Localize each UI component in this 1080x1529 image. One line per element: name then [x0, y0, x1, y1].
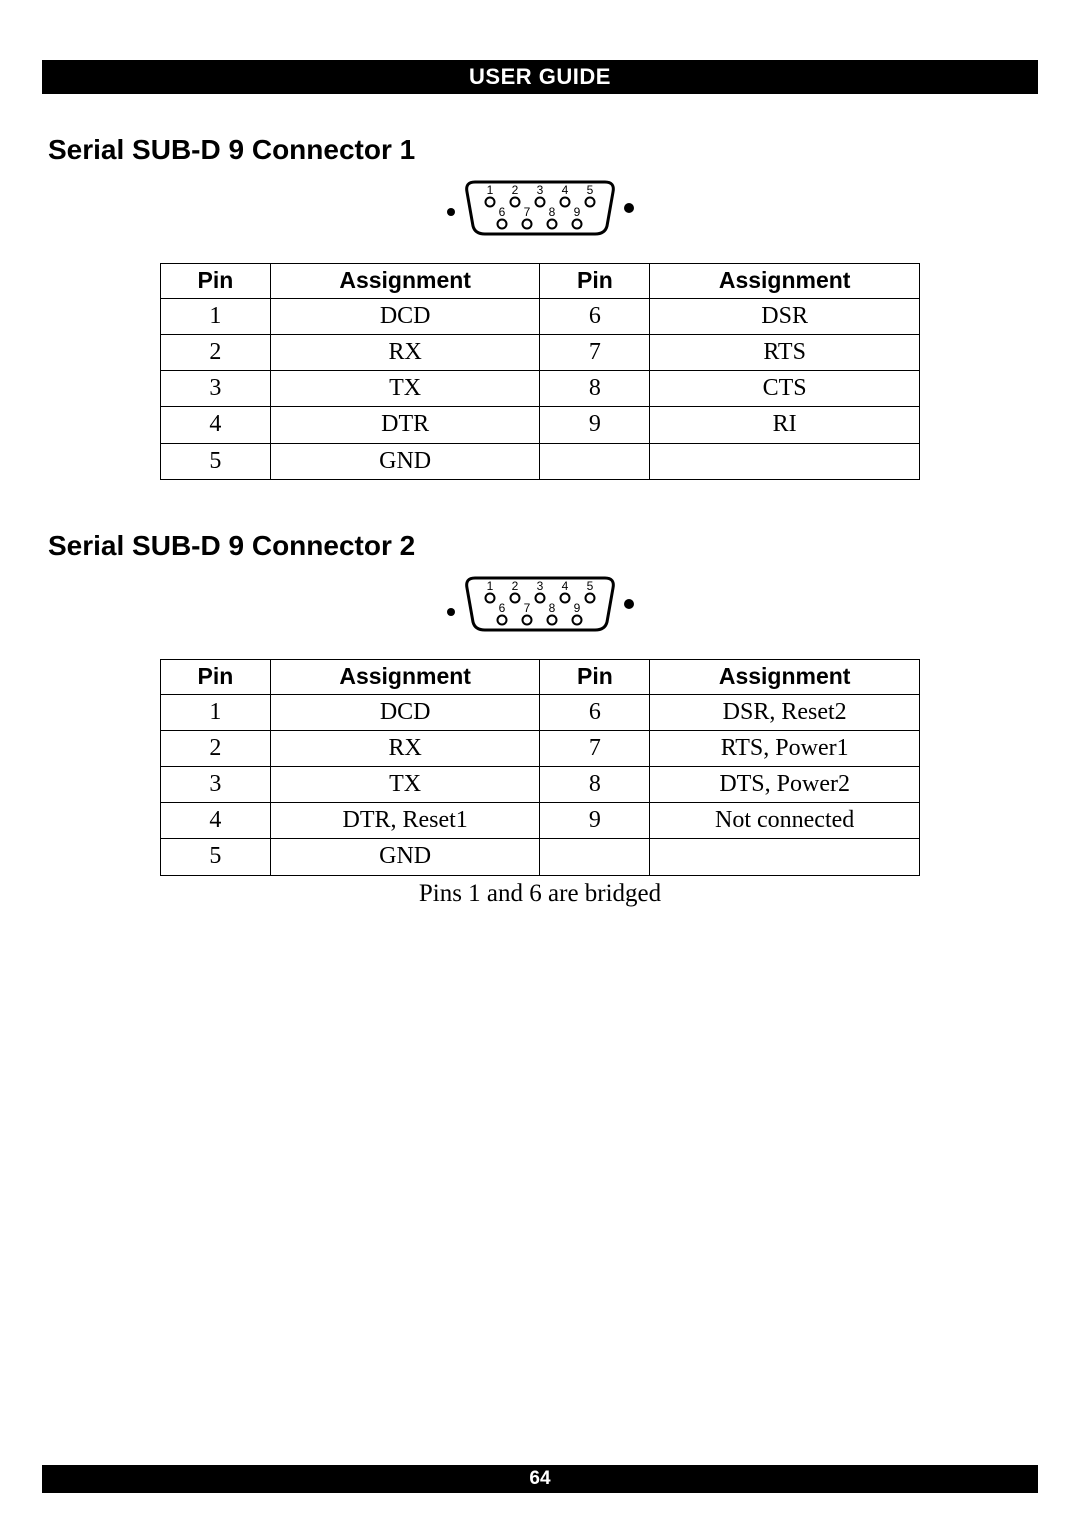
- cell: 9: [540, 407, 650, 443]
- table-row: 2 RX 7 RTS: [161, 335, 920, 371]
- cell: 6: [540, 694, 650, 730]
- cell: 1: [161, 694, 271, 730]
- cell: 3: [161, 767, 271, 803]
- table-row: 4 DTR 9 RI: [161, 407, 920, 443]
- cell: DSR, Reset2: [650, 694, 920, 730]
- th-assignment: Assignment: [650, 264, 920, 299]
- table-row: 2 RX 7 RTS, Power1: [161, 730, 920, 766]
- svg-text:9: 9: [574, 205, 581, 219]
- cell: 8: [540, 767, 650, 803]
- svg-text:6: 6: [499, 601, 506, 615]
- svg-text:5: 5: [587, 183, 594, 197]
- table-row: 4 DTR, Reset1 9 Not connected: [161, 803, 920, 839]
- svg-text:7: 7: [524, 205, 531, 219]
- cell: TX: [270, 767, 540, 803]
- cell: Not connected: [650, 803, 920, 839]
- table-header-row: Pin Assignment Pin Assignment: [161, 264, 920, 299]
- table-row: 5 GND: [161, 839, 920, 875]
- cell: DTR: [270, 407, 540, 443]
- header-bar: USER GUIDE: [42, 60, 1038, 94]
- svg-text:1: 1: [487, 183, 494, 197]
- page-number: 64: [529, 1468, 550, 1489]
- db9-connector-icon: 1 2 3 4 5 6 7 8 9: [435, 568, 645, 638]
- svg-text:4: 4: [562, 183, 569, 197]
- cell: 4: [161, 803, 271, 839]
- cell: 2: [161, 335, 271, 371]
- connector-diagram-2: 1 2 3 4 5 6 7 8 9: [42, 568, 1038, 643]
- th-pin: Pin: [161, 264, 271, 299]
- th-pin: Pin: [540, 659, 650, 694]
- cell: TX: [270, 371, 540, 407]
- connector1-table: Pin Assignment Pin Assignment 1 DCD 6 DS…: [160, 263, 920, 480]
- cell: 5: [161, 839, 271, 875]
- svg-text:7: 7: [524, 601, 531, 615]
- table-row: 3 TX 8 CTS: [161, 371, 920, 407]
- table-row: 1 DCD 6 DSR, Reset2: [161, 694, 920, 730]
- cell: DSR: [650, 298, 920, 334]
- table-row: 3 TX 8 DTS, Power2: [161, 767, 920, 803]
- cell: 7: [540, 335, 650, 371]
- cell: 4: [161, 407, 271, 443]
- cell: DCD: [270, 694, 540, 730]
- footer-bar: 64: [42, 1465, 1038, 1493]
- th-assignment: Assignment: [650, 659, 920, 694]
- svg-text:3: 3: [537, 579, 544, 593]
- cell: [650, 443, 920, 479]
- cell: [540, 443, 650, 479]
- connector-diagram-1: 1 2 3 4 5 6 7 8 9: [42, 172, 1038, 247]
- cell: 2: [161, 730, 271, 766]
- svg-text:2: 2: [512, 183, 519, 197]
- cell: DTS, Power2: [650, 767, 920, 803]
- cell: 5: [161, 443, 271, 479]
- svg-text:6: 6: [499, 205, 506, 219]
- table-row: 1 DCD 6 DSR: [161, 298, 920, 334]
- cell: 6: [540, 298, 650, 334]
- page: USER GUIDE Serial SUB-D 9 Connector 1 1 …: [0, 0, 1080, 1529]
- cell: GND: [270, 443, 540, 479]
- section1-title: Serial SUB-D 9 Connector 1: [42, 134, 1038, 166]
- cell: DTR, Reset1: [270, 803, 540, 839]
- cell: RX: [270, 335, 540, 371]
- section2-note: Pins 1 and 6 are bridged: [160, 880, 920, 908]
- cell: CTS: [650, 371, 920, 407]
- cell: GND: [270, 839, 540, 875]
- cell: 1: [161, 298, 271, 334]
- connector2-table: Pin Assignment Pin Assignment 1 DCD 6 DS…: [160, 659, 920, 876]
- section2-title: Serial SUB-D 9 Connector 2: [42, 530, 1038, 562]
- cell: RI: [650, 407, 920, 443]
- svg-text:8: 8: [549, 601, 556, 615]
- svg-text:3: 3: [537, 183, 544, 197]
- th-assignment: Assignment: [270, 264, 540, 299]
- svg-text:5: 5: [587, 579, 594, 593]
- table-header-row: Pin Assignment Pin Assignment: [161, 659, 920, 694]
- svg-text:2: 2: [512, 579, 519, 593]
- table-row: 5 GND: [161, 443, 920, 479]
- svg-text:9: 9: [574, 601, 581, 615]
- th-pin: Pin: [161, 659, 271, 694]
- cell: 8: [540, 371, 650, 407]
- cell: 3: [161, 371, 271, 407]
- svg-text:4: 4: [562, 579, 569, 593]
- cell: RTS: [650, 335, 920, 371]
- cell: RTS, Power1: [650, 730, 920, 766]
- cell: [650, 839, 920, 875]
- th-assignment: Assignment: [270, 659, 540, 694]
- svg-text:1: 1: [487, 579, 494, 593]
- db9-connector-icon: 1 2 3 4 5 6 7 8 9: [435, 172, 645, 242]
- svg-text:8: 8: [549, 205, 556, 219]
- cell: 7: [540, 730, 650, 766]
- cell: RX: [270, 730, 540, 766]
- cell: 9: [540, 803, 650, 839]
- cell: DCD: [270, 298, 540, 334]
- cell: [540, 839, 650, 875]
- th-pin: Pin: [540, 264, 650, 299]
- header-title: USER GUIDE: [469, 64, 611, 89]
